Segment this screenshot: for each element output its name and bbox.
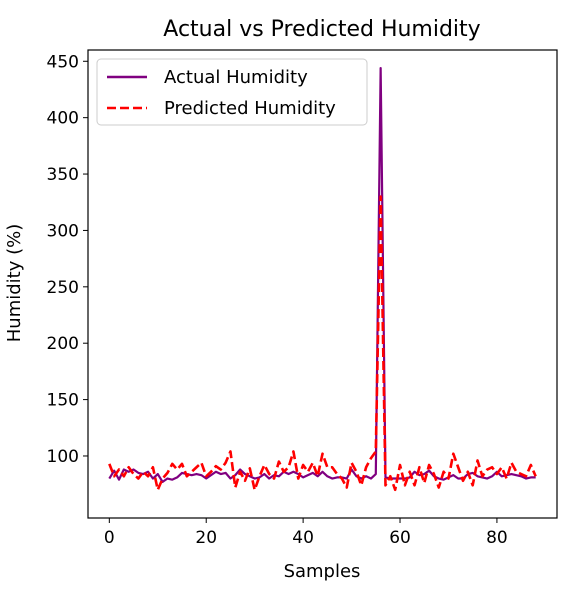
y-tick-label: 200 (47, 334, 79, 354)
chart-title: Actual vs Predicted Humidity (163, 17, 480, 42)
y-tick-label: 300 (47, 221, 79, 241)
y-tick-label: 450 (47, 52, 79, 72)
legend-label: Predicted Humidity (164, 98, 336, 119)
legend-box (96, 58, 368, 126)
legend: Actual Humidity Predicted Humidity (96, 58, 368, 126)
y-tick-label: 100 (47, 447, 79, 467)
x-tick-label: 40 (292, 528, 314, 548)
y-tick-label: 400 (47, 109, 79, 129)
y-axis-label: Humidity (%) (4, 224, 25, 343)
x-axis-label: Samples (284, 561, 361, 582)
legend-label: Actual Humidity (164, 67, 308, 88)
y-tick-label: 250 (47, 278, 79, 298)
plot-area: 0 20 40 60 80 100 150 200 250 300 350 400 450 (47, 49, 558, 548)
x-tick-label: 80 (486, 528, 508, 548)
plot-frame (87, 49, 558, 519)
x-tick-label: 20 (195, 528, 217, 548)
x-tick-label: 60 (389, 528, 411, 548)
y-tick-label: 350 (47, 165, 79, 185)
series-line-predicted-humidity (108, 195, 537, 492)
y-tick-label: 150 (47, 391, 79, 411)
x-tick-label: 0 (104, 528, 115, 548)
